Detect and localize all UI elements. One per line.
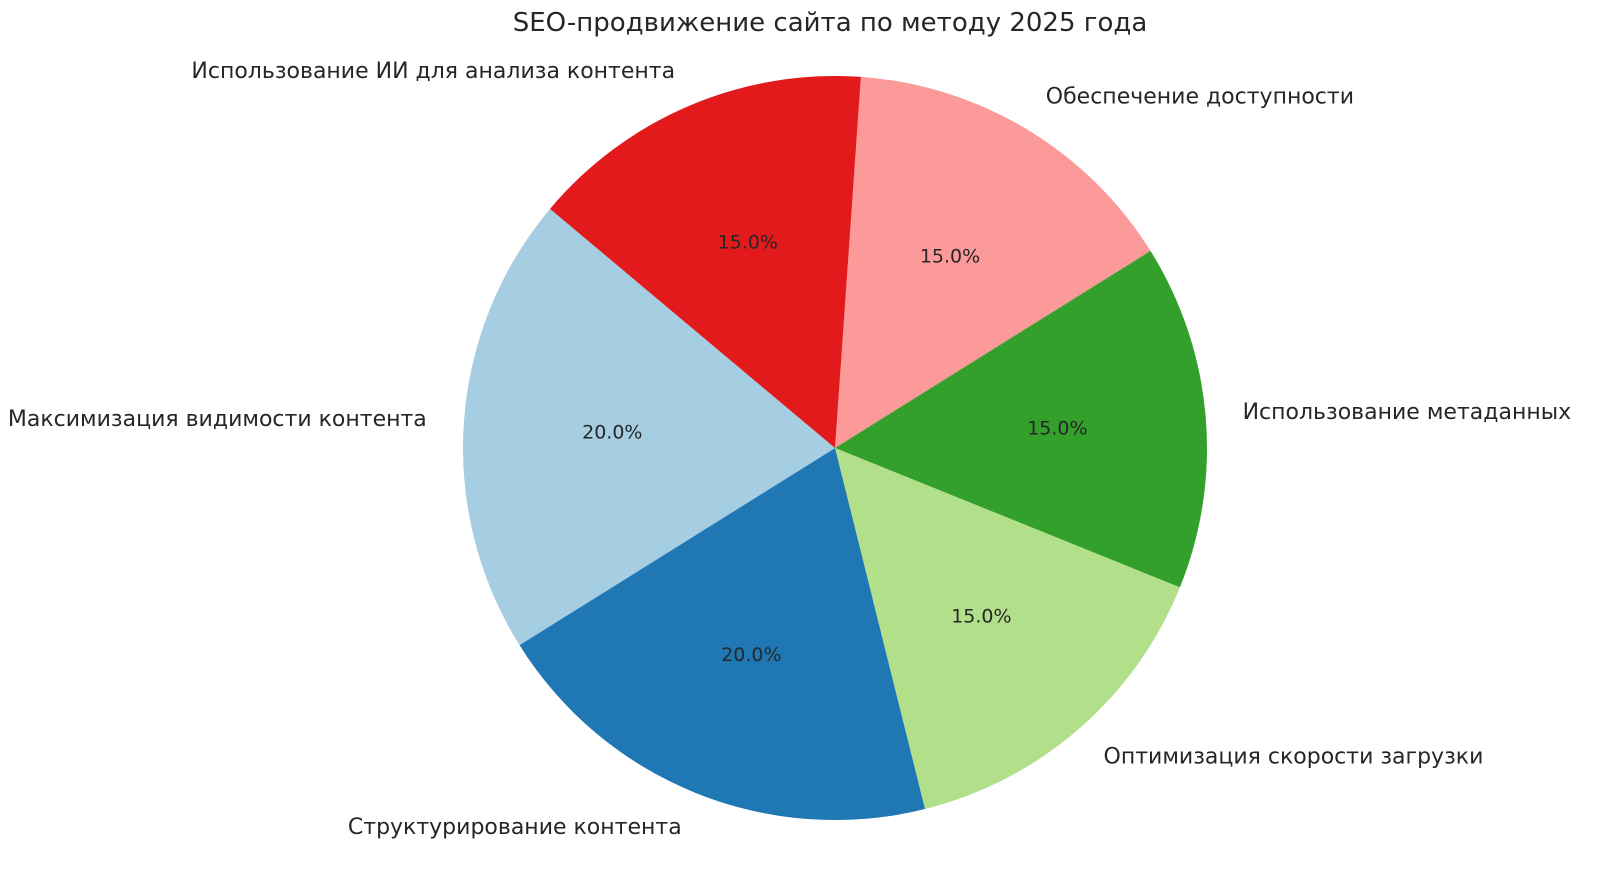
pct-label-1: 15.0%	[920, 246, 980, 268]
slice-label-6: Использование ИИ для анализа контента	[191, 59, 675, 84]
pie-slice-3	[835, 448, 1180, 809]
pct-label-6: 15.0%	[718, 232, 778, 254]
pie-slice-4	[519, 448, 925, 821]
pct-label-3: 15.0%	[951, 606, 1011, 628]
pct-label-2: 15.0%	[1027, 418, 1087, 440]
pie-slice-2	[835, 250, 1208, 588]
pct-label-5: 20.0%	[582, 421, 642, 443]
slice-label-2: Использование метаданных	[1243, 400, 1572, 425]
pie-slice-1	[835, 76, 1151, 449]
slice-label-4: Структурирование контента	[348, 815, 682, 840]
pie-slice-5	[462, 208, 835, 646]
slice-label-5: Максимизация видимости контента	[8, 407, 427, 432]
pie-slice-6	[550, 75, 861, 448]
pct-label-4: 20.0%	[721, 644, 781, 666]
slice-label-3: Оптимизация скорости загрузки	[1104, 744, 1484, 769]
chart-title: SEO-продвижение сайта по методу 2025 год…	[512, 8, 1148, 38]
slice-label-1: Обеспечение доступности	[1046, 85, 1354, 110]
